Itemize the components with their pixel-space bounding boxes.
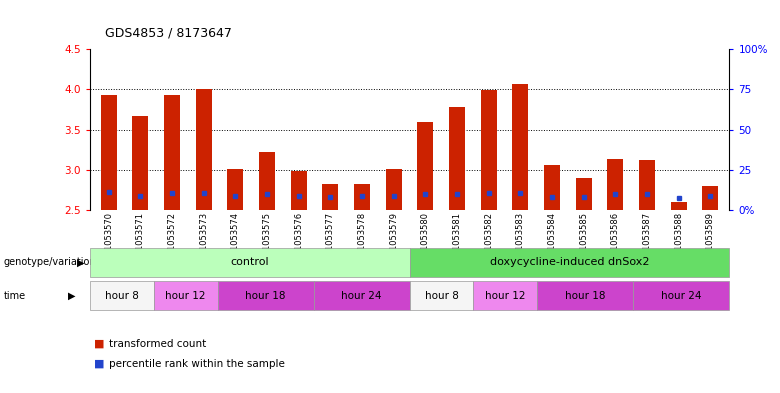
Text: GDS4853 / 8173647: GDS4853 / 8173647 bbox=[105, 26, 232, 39]
Text: hour 24: hour 24 bbox=[661, 291, 701, 301]
Text: ■: ■ bbox=[94, 358, 104, 369]
Bar bbox=[480, 90, 497, 210]
Bar bbox=[354, 184, 370, 210]
Text: transformed count: transformed count bbox=[109, 339, 207, 349]
Bar bbox=[196, 90, 211, 210]
Bar bbox=[671, 202, 686, 210]
Bar bbox=[386, 169, 402, 210]
Text: time: time bbox=[4, 291, 26, 301]
Text: hour 18: hour 18 bbox=[246, 291, 285, 301]
Text: percentile rank within the sample: percentile rank within the sample bbox=[109, 358, 285, 369]
Text: ▶: ▶ bbox=[76, 257, 84, 267]
Bar bbox=[702, 186, 718, 210]
Text: hour 18: hour 18 bbox=[566, 291, 605, 301]
Text: hour 12: hour 12 bbox=[485, 291, 526, 301]
Text: hour 12: hour 12 bbox=[165, 291, 206, 301]
Bar bbox=[576, 178, 591, 210]
Text: hour 8: hour 8 bbox=[105, 291, 139, 301]
Text: doxycycline-induced dnSox2: doxycycline-induced dnSox2 bbox=[490, 257, 649, 267]
Bar bbox=[544, 165, 560, 210]
Text: genotype/variation: genotype/variation bbox=[4, 257, 97, 267]
Bar bbox=[259, 152, 275, 210]
Bar bbox=[417, 121, 433, 210]
Text: hour 24: hour 24 bbox=[342, 291, 381, 301]
Bar bbox=[449, 107, 465, 210]
Bar bbox=[101, 95, 117, 210]
Text: hour 8: hour 8 bbox=[424, 291, 459, 301]
Text: ■: ■ bbox=[94, 339, 104, 349]
Text: control: control bbox=[230, 257, 269, 267]
Text: ▶: ▶ bbox=[68, 291, 76, 301]
Bar bbox=[639, 160, 655, 210]
Bar bbox=[322, 184, 339, 210]
Bar bbox=[608, 160, 623, 210]
Bar bbox=[164, 95, 180, 210]
Bar bbox=[228, 169, 243, 210]
Bar bbox=[512, 84, 528, 210]
Bar bbox=[291, 171, 307, 210]
Bar bbox=[133, 116, 148, 210]
